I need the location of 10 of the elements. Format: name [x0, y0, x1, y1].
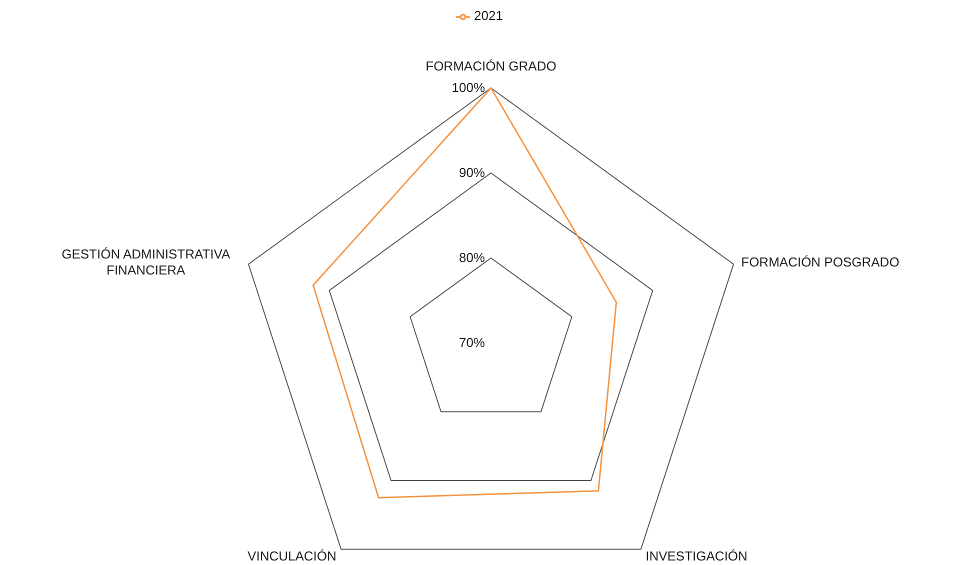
spoke-label: VINCULACIÓN	[248, 548, 336, 564]
y-tick-label: 70%	[458, 335, 486, 350]
spoke-label: INVESTIGACIÓN	[646, 548, 748, 564]
legend-label: 2021	[474, 8, 503, 23]
spoke-label: FORMACIÓN GRADO	[426, 58, 556, 74]
y-tick-label: 80%	[458, 250, 486, 265]
y-tick-label: 100%	[452, 80, 486, 95]
y-tick-label: 90%	[458, 165, 486, 180]
spoke-label: FORMACIÓN POSGRADO	[741, 254, 900, 270]
spoke-label: GESTIÓN ADMINISTRATIVA FINANCIERA	[62, 246, 230, 278]
